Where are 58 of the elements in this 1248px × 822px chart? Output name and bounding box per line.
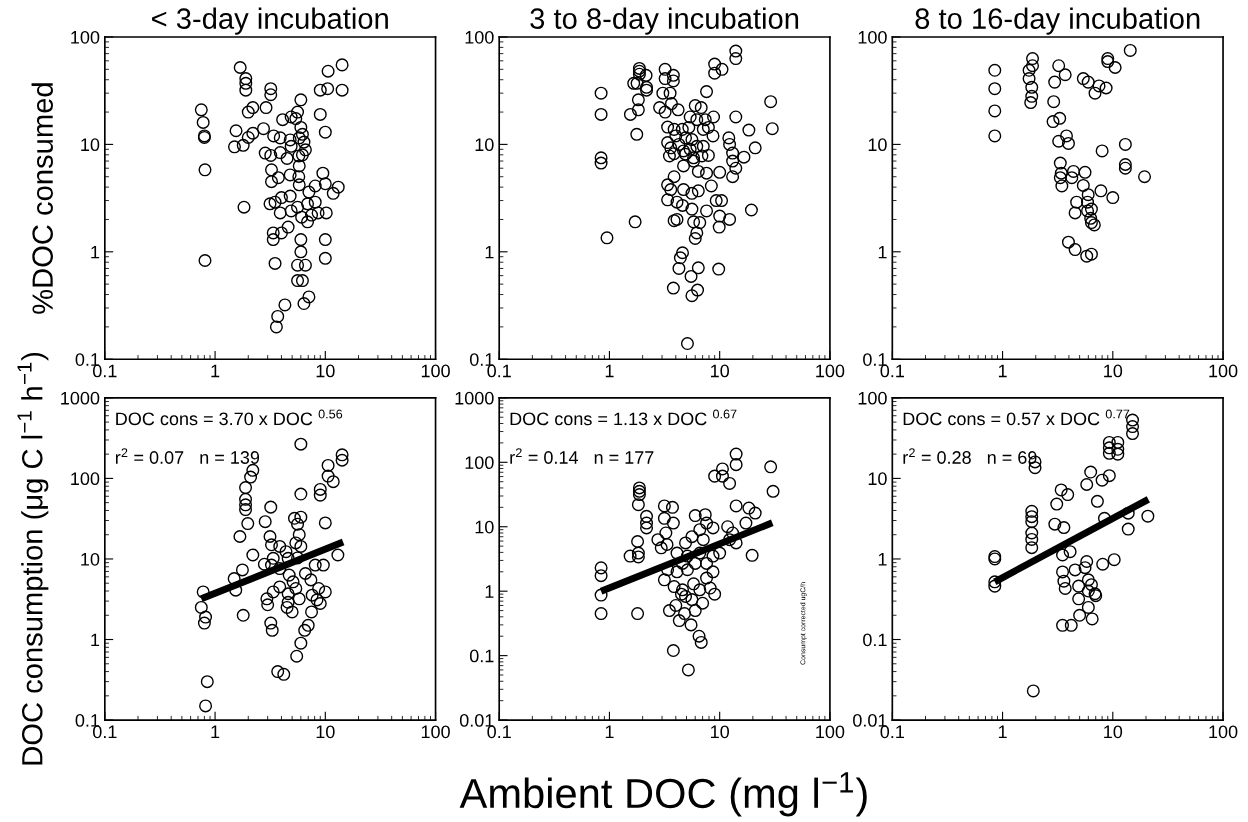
y-tick-label: 10	[475, 520, 494, 534]
y-tick-label: 0.1	[75, 714, 100, 727]
y-tick-label: 0.1	[863, 353, 887, 366]
y-tick-label: 100	[465, 30, 494, 44]
y-tick-label: 100	[71, 472, 100, 486]
x-axis-title: Ambient DOC (mg l$^{−1}$)	[459, 772, 867, 817]
y-tick-label: 0.1	[469, 353, 494, 366]
annotation: DOC cons = 0.57 x DOC $^{0.77}$	[903, 409, 1130, 426]
y-tick-label: 1	[878, 553, 887, 566]
x-tick-label: 1	[605, 725, 614, 739]
y-tick-label: 0.01	[459, 714, 494, 727]
annotation: DOC cons = 3.70 x DOC $^{0.56}$	[116, 409, 343, 426]
x-tick-label: 10	[711, 725, 730, 739]
y-tick-label: 0.1	[75, 353, 100, 366]
y-tick-label: 10	[81, 552, 100, 566]
y-tick-label: 0.01	[853, 714, 887, 727]
y-axis-title: DOC consumption (μg C l$^{−1}$ h$^{−1}$)	[17, 353, 49, 765]
annotation: r$^{2}$ = 0.07 n = 139	[115, 448, 260, 464]
y-tick-label: 10	[81, 138, 100, 152]
x-tick-label: 100	[1209, 725, 1238, 739]
x-tick-label: 10	[711, 364, 730, 378]
annotation: DOC cons = 1.13 x DOC $^{0.67}$	[510, 409, 737, 426]
y-tick-label: 1	[91, 245, 100, 259]
chart-title: 8 to 16-day incubation	[915, 7, 1200, 35]
x-tick-label: 10	[316, 364, 335, 378]
y-tick-label: 1000	[455, 391, 494, 405]
y-tick-label: 1	[91, 633, 100, 647]
x-tick-label: 100	[816, 725, 845, 739]
y-tick-label: 10	[475, 138, 494, 152]
y-tick-label: 100	[858, 391, 887, 405]
x-tick-label: 10	[1104, 725, 1123, 739]
y-tick-label: 1	[485, 245, 494, 259]
y-tick-label: 100	[858, 30, 887, 44]
x-tick-label: 1	[998, 725, 1007, 739]
x-tick-label: 100	[421, 364, 450, 378]
x-tick-label: 10	[1104, 364, 1123, 378]
x-tick-label: 1	[211, 364, 220, 378]
y-tick-label: 100	[71, 30, 100, 44]
y-tick-label: 100	[465, 456, 494, 470]
x-tick-label: 100	[421, 725, 450, 739]
y-tick-label: 0.1	[863, 633, 887, 647]
chart-title: < 3-day incubation	[152, 7, 388, 35]
y-tick-label: 10	[868, 138, 887, 152]
x-tick-label: 10	[316, 725, 335, 739]
chart-title: 3 to 8-day incubation	[530, 7, 799, 35]
y-tick-label: 1000	[61, 391, 100, 405]
y-axis-title: %DOC consumed	[31, 83, 53, 314]
y-tick-label: 1	[878, 245, 887, 259]
x-tick-label: 1	[605, 364, 614, 378]
x-tick-label: 100	[1209, 364, 1238, 378]
annotation: r$^{2}$ = 0.28 n = 69	[903, 448, 1037, 464]
y-tick-label: 0.1	[469, 649, 494, 663]
x-tick-label: 1	[998, 364, 1007, 378]
annotation: r$^{2}$ = 0.14 n = 177	[510, 448, 654, 464]
y-tick-label: 1	[485, 585, 494, 598]
y-tick-label: 10	[868, 472, 887, 486]
x-tick-label: 1	[211, 725, 220, 739]
x-tick-label: 100	[816, 364, 845, 378]
